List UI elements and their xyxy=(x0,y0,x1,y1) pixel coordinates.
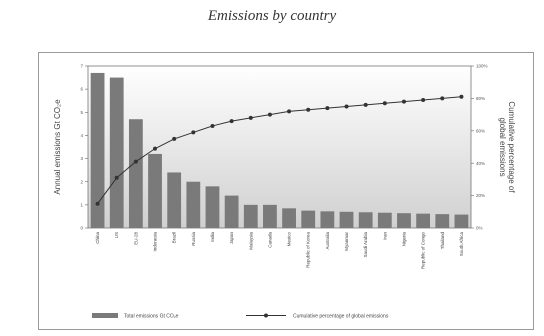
bar-series: China US EU-28 Indonesia Brazil Russia India Ja… xyxy=(90,72,469,270)
y2-label-line-1: Cumulative percentage of xyxy=(507,101,516,193)
y2-tick-label: 80% xyxy=(476,96,485,101)
y2-tick-label: 20% xyxy=(476,193,485,198)
bar xyxy=(320,211,335,228)
bar xyxy=(301,210,316,228)
bar xyxy=(416,213,431,228)
x-tick-label: China xyxy=(95,232,100,244)
y2-tick-label: 60% xyxy=(476,128,485,133)
bar xyxy=(243,204,258,228)
bar xyxy=(435,214,450,228)
y2-tick-label: 100% xyxy=(476,64,488,69)
y2-tick-label: 40% xyxy=(476,161,485,166)
y-tick-label: 4 xyxy=(80,133,83,138)
legend-line-marker xyxy=(264,313,268,318)
line-series xyxy=(95,94,464,206)
x-tick-label: Myanmar xyxy=(344,232,349,251)
y-tick-label: 0 xyxy=(80,226,83,231)
x-tick-label: India xyxy=(210,232,215,242)
x-tick-label: Republic of Congo xyxy=(421,232,426,270)
line-point xyxy=(172,136,177,141)
x-tick-label: Malaysia xyxy=(248,232,253,250)
y-tick-label: 3 xyxy=(80,156,83,161)
x-tick-label: Saudi Arabia xyxy=(363,232,368,258)
line-point xyxy=(114,175,119,180)
x-tick-label: US xyxy=(114,232,119,238)
bar xyxy=(358,212,373,228)
legend-line-label: Cumulative percentage of global emission… xyxy=(293,314,389,320)
line-point xyxy=(421,98,426,103)
line-point xyxy=(248,115,253,120)
legend: Total emissions Gt CO₂e Cumulative perce… xyxy=(92,313,389,320)
line-point xyxy=(363,102,368,107)
bar xyxy=(109,77,124,228)
y-tick-label: 5 xyxy=(80,110,83,115)
x-tick-label: Australia xyxy=(325,232,330,250)
line-point xyxy=(191,130,196,135)
line-point xyxy=(306,107,311,112)
bar xyxy=(167,172,182,228)
line-point xyxy=(459,94,464,99)
axes: 0 1 2 3 4 5 6 7 0% 20% 40% 60% 80% 100% xyxy=(80,64,487,231)
x-tick-label: South Africa xyxy=(459,232,464,257)
line-point xyxy=(382,101,387,106)
x-tick-label: Japan xyxy=(229,232,234,245)
line-point xyxy=(401,99,406,104)
bar xyxy=(128,119,143,228)
bar xyxy=(186,181,201,228)
line-point xyxy=(95,201,100,206)
x-tick-label: Canada xyxy=(267,232,272,248)
bar xyxy=(263,204,277,228)
y2-axis-label: Cumulative percentage ofglobal emissions xyxy=(498,101,516,193)
x-tick-label: Thailand xyxy=(440,232,445,250)
line-point xyxy=(133,159,138,164)
cumulative-line xyxy=(97,96,462,204)
chart-title: Emissions by country xyxy=(207,8,337,24)
bar xyxy=(90,72,105,228)
bar xyxy=(339,211,354,228)
bar xyxy=(397,213,411,228)
y2-tick-label: 0% xyxy=(476,226,483,231)
line-point xyxy=(267,112,272,117)
legend-bar-swatch xyxy=(92,313,118,318)
x-tick-label: Republic of Korea xyxy=(306,232,311,268)
x-tick-label: Brazil xyxy=(172,232,177,243)
plot-area xyxy=(87,65,472,229)
line-point xyxy=(344,104,349,109)
legend-bar-label: Total emissions Gt CO₂e xyxy=(124,314,179,320)
x-tick-label: Mexico xyxy=(287,232,292,247)
bar xyxy=(224,195,239,228)
line-point xyxy=(153,146,158,151)
line-point xyxy=(325,106,330,111)
bar xyxy=(205,186,220,228)
x-tick-label: Nigeria xyxy=(401,232,406,247)
line-point xyxy=(440,96,445,101)
y2-label-line-2: global emissions xyxy=(498,117,507,176)
x-tick-label: Iran xyxy=(382,232,387,240)
y-tick-label: 7 xyxy=(80,64,83,69)
y-tick-label: 6 xyxy=(80,87,83,92)
x-tick-label: Russia xyxy=(191,232,196,246)
bar xyxy=(377,212,392,228)
x-tick-label: Indonesia xyxy=(153,232,158,252)
bar xyxy=(454,214,469,228)
line-point xyxy=(287,109,292,114)
x-tick-label: EU-28 xyxy=(133,232,138,245)
y-tick-label: 1 xyxy=(80,202,83,207)
line-point xyxy=(210,123,215,128)
bar xyxy=(282,208,296,228)
y-tick-label: 2 xyxy=(80,179,83,184)
bar xyxy=(148,153,162,228)
line-point xyxy=(229,119,234,124)
y-axis-label: Annual emissions Gt CO₂e xyxy=(53,99,62,195)
